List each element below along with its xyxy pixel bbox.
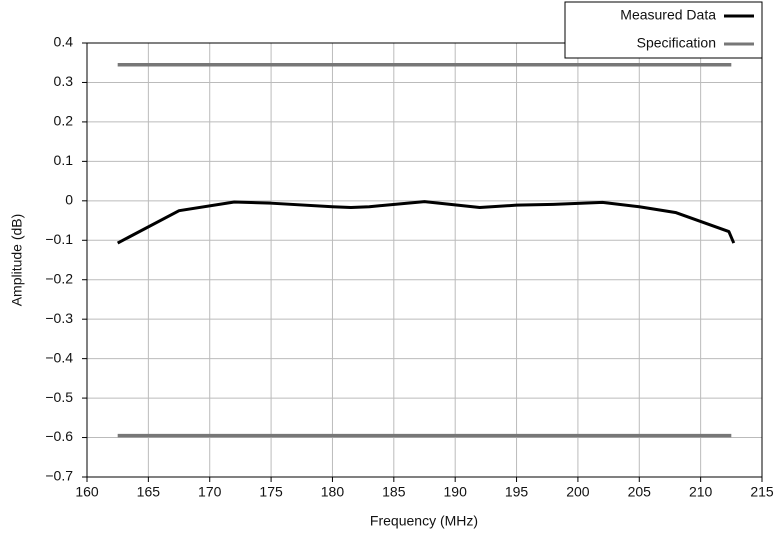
y-tick-label: −0.4 — [45, 349, 73, 365]
x-tick-label: 185 — [382, 484, 406, 500]
x-tick-label: 190 — [444, 484, 468, 500]
y-tick-label: 0.1 — [54, 152, 74, 168]
legend-label: Specification — [637, 35, 716, 51]
legend-label: Measured Data — [620, 7, 716, 23]
y-tick-label: −0.5 — [45, 389, 73, 405]
y-tick-label: 0.3 — [54, 73, 74, 89]
x-tick-label: 215 — [750, 484, 774, 500]
x-tick-label: 170 — [198, 484, 222, 500]
y-tick-label: −0.7 — [45, 468, 73, 484]
x-tick-label: 160 — [75, 484, 99, 500]
legend-box — [564, 1, 763, 59]
y-tick-label: −0.3 — [45, 310, 73, 326]
series-line — [116, 200, 736, 245]
plot-frame — [86, 42, 763, 478]
x-axis-label: Frequency (MHz) — [370, 513, 478, 529]
y-tick-label: 0.4 — [54, 34, 74, 50]
x-tick-label: 200 — [566, 484, 590, 500]
y-tick-label: −0.1 — [45, 231, 73, 247]
x-tick-label: 210 — [689, 484, 713, 500]
x-tick-label: 180 — [321, 484, 345, 500]
y-axis-label: Amplitude (dB) — [9, 214, 25, 307]
y-tick-label: 0.2 — [54, 113, 74, 129]
y-tick-label: 0 — [65, 192, 73, 208]
x-tick-label: 195 — [505, 484, 529, 500]
y-tick-label: −0.6 — [45, 428, 73, 444]
x-tick-label: 175 — [259, 484, 283, 500]
x-tick-label: 205 — [628, 484, 652, 500]
x-tick-label: 165 — [137, 484, 161, 500]
y-tick-label: −0.2 — [45, 270, 73, 286]
